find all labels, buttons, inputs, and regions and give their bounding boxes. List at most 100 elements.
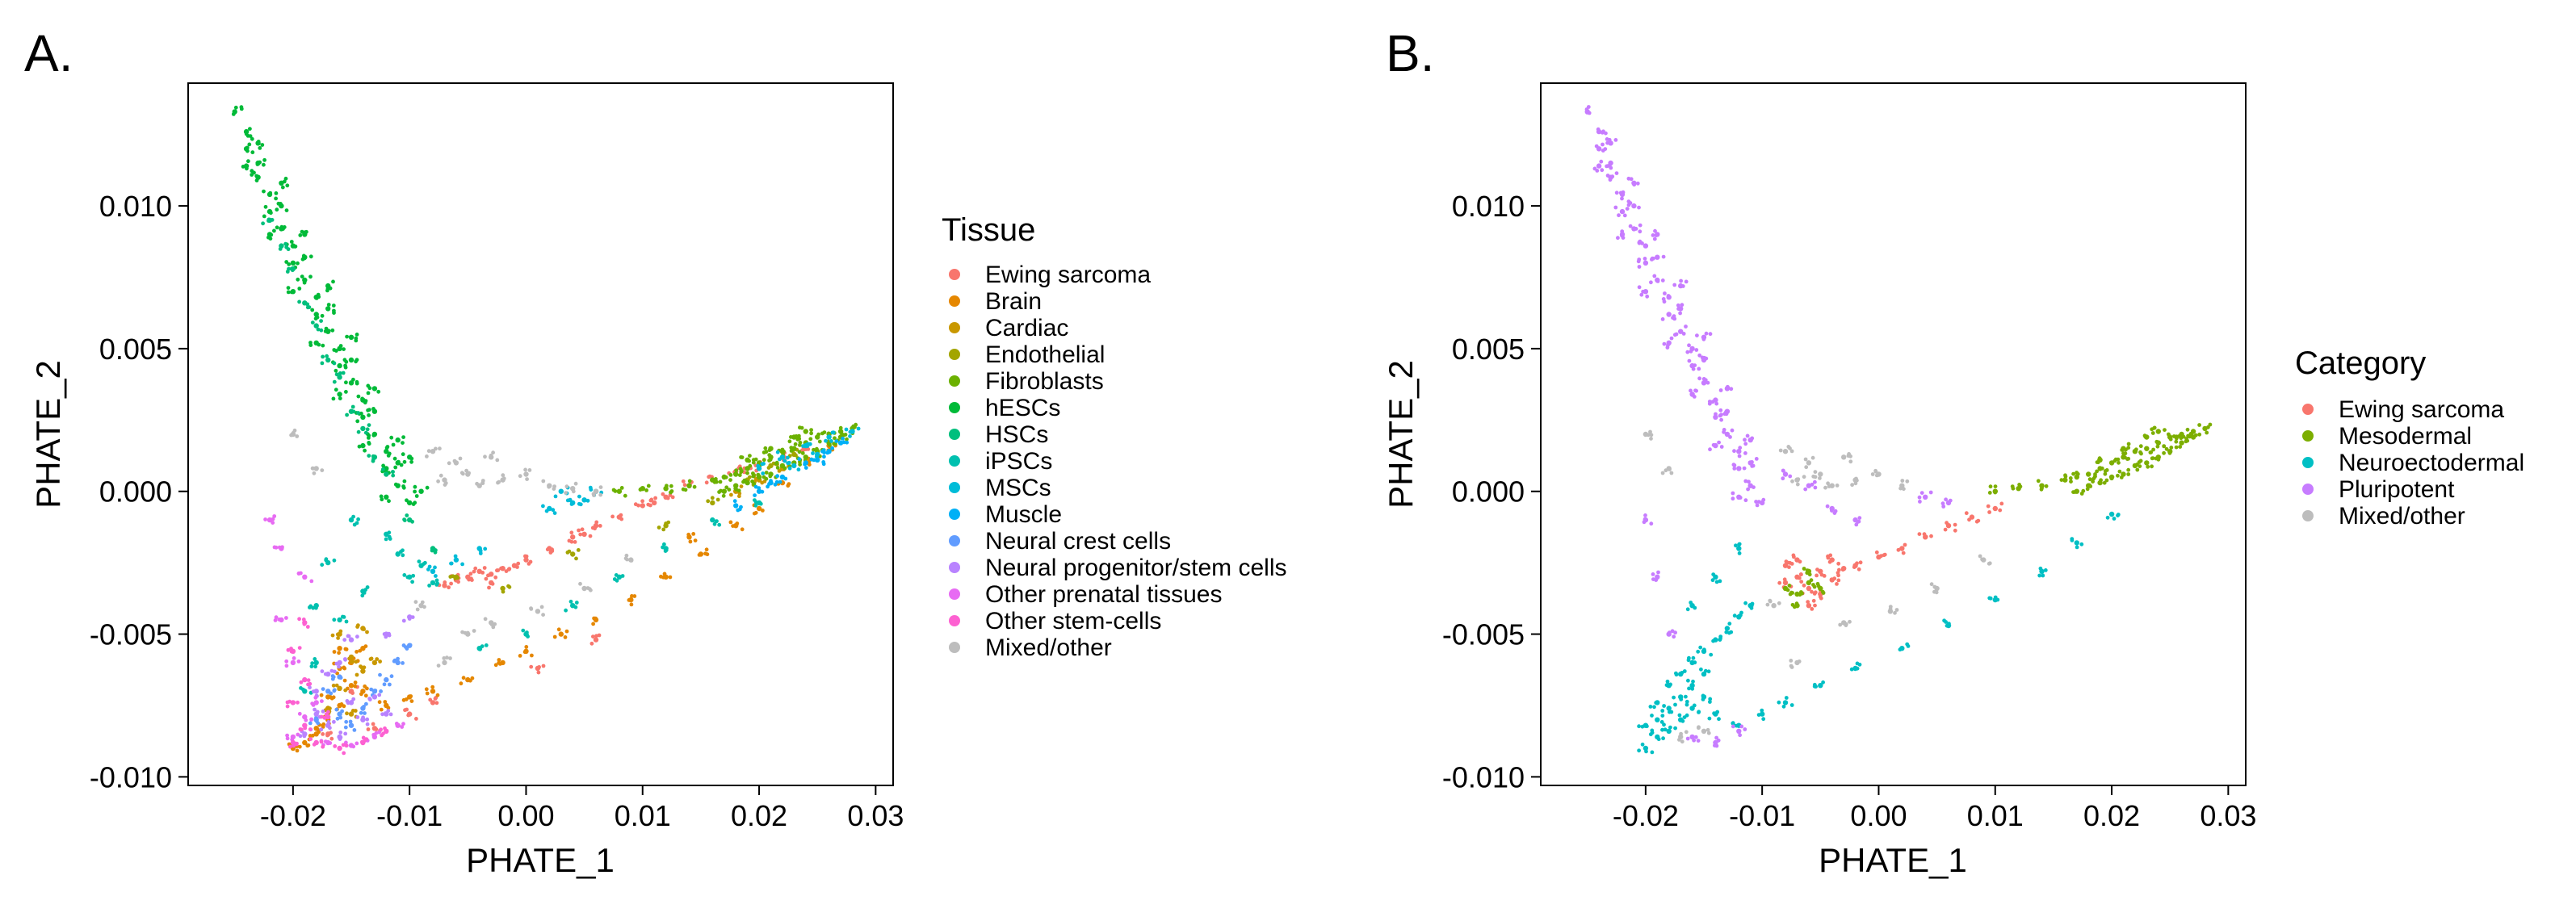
panel-b-point-3-29-j2 [1666,343,1670,348]
panel-b-point-1-16-j2 [2087,483,2091,488]
panel-a-point-0-24-j3 [329,731,333,735]
panel-a-point-14-11-j3 [422,605,426,609]
panel-a-point-5-35-j0 [380,497,384,502]
panel-a-point-0-8-j3 [594,520,599,525]
panel-b-point-3-41-j0 [1708,332,1713,337]
panel-b-point-1-2-j2 [2036,479,2041,484]
panel-b-point-3-30-j1 [1697,353,1702,358]
panel-a-point-2-5-j3 [350,709,355,713]
panel-a-point-4-0-j3 [611,488,616,492]
panel-a-point-10-1-j3 [338,715,343,720]
panel-a-point-14-2-j0 [467,471,471,475]
panel-b-point-3-52-j3 [1672,634,1676,639]
panel-b-point-0-15-j2 [1812,592,1817,596]
panel-b-point-4-1-j3 [1803,457,1808,462]
panel-a-y-tick-label-1: -0.005 [90,618,172,651]
panel-a-legend-label-14: Mixed/other [985,634,1112,661]
panel-b-point-3-14-j0 [1689,349,1693,354]
panel-a-point-12-7-j2 [355,741,359,746]
panel-a-point-0-21-j2 [577,528,581,533]
panel-a-point-5-35-j2 [387,499,391,504]
panel-a-point-1-1-j2 [306,743,311,747]
panel-a-point-12-3 [290,659,296,666]
panel-a-point-11-5-j0 [361,715,365,720]
panel-b-point-4-1-j0 [1804,465,1809,470]
panel-b-point-3-37-j2 [1599,159,1604,164]
panel-b-point-3-24-j3 [1626,199,1631,204]
panel-a-point-1-16-j3 [470,676,475,680]
panel-b-point-3-19-j3 [1722,428,1726,432]
panel-b-point-2-35 [1736,546,1742,551]
panel-a-point-14-11-j1 [420,600,425,605]
panel-a-point-4-19-j0 [782,466,787,471]
panel-a-point-2-6-j3 [362,627,366,631]
panel-a-point-3-7-j3 [453,576,458,580]
panel-b-point-3-46-j2 [1832,511,1837,515]
panel-a-point-1-15-j3 [424,687,429,692]
panel-a-point-14-19 [313,466,319,471]
panel-b-point-2-5-j2 [1684,713,1689,718]
panel-a-point-13-7-j2 [341,743,346,747]
panel-a-point-8-2 [581,497,587,503]
panel-b-point-3-18-j0 [1714,412,1718,417]
panel-b-point-4-0-j0 [1796,477,1801,481]
panel-a-point-12-7-j1 [351,744,356,749]
panel-b-point-1-24-j2 [2150,464,2154,469]
panel-b-point-3-6-j1 [1613,205,1618,210]
panel-b-point-2-20-j3 [1701,693,1705,698]
panel-b-point-2-14-j1 [1732,613,1737,618]
panel-a-point-5-20 [384,449,389,454]
panel-b-point-3-38-j2 [1626,176,1631,181]
panel-a-point-8-11-j3 [830,430,835,435]
panel-b-point-0-6-j3 [1852,565,1856,569]
panel-b-point-4-3-j2 [1835,484,1840,488]
panel-b-point-4-15-j3 [1648,429,1652,434]
panel-a-points [231,105,861,756]
panel-a-point-14-7-j3 [523,467,527,472]
panel-b-point-3-24-j0 [1637,205,1641,210]
panel-a-point-1-29-j1 [686,532,691,537]
panel-a-point-5-12-j1 [320,313,325,318]
panel-b-point-3-53-j3 [1696,739,1701,743]
panel-a-point-1-14-j3 [401,697,406,702]
panel-b-point-4-10-j0 [1797,659,1802,664]
panel-a-point-4-2-j3 [665,484,669,488]
panel-b-point-1-7-j2 [2112,458,2117,463]
panel-a-point-0-6-j3 [545,547,550,552]
panel-b-point-2-7-j0 [1684,702,1689,707]
panel-a-point-9-4-j2 [822,450,827,454]
panel-b-point-3-39-j2 [1652,237,1657,241]
panel-b-point-4-17-j0 [1705,727,1710,732]
panel-b-point-2-23-j2 [1760,711,1764,716]
panel-a-point-1-10-j3 [319,693,324,697]
panel-b-point-2-29-j2 [1988,596,1993,601]
panel-a-point-10-8-j0 [408,643,413,647]
panel-b-point-1-8-j2 [2126,456,2131,461]
panel-b-point-4-5-j2 [1788,446,1792,450]
panel-b-point-1-22-j0 [2099,478,2104,483]
panel-a-point-9-2-j1 [775,474,779,479]
panel-b-point-0-5-j1 [1837,567,1841,572]
panel-a-point-8-4-j3 [552,511,557,515]
panel-b-point-3-2-j3 [1601,142,1605,147]
panel-b-point-2-13 [1724,626,1731,631]
panel-b-point-2-8-j2 [1690,686,1695,691]
panel-a-point-0-30 [593,637,599,643]
panel-b-point-4-17-j1 [1706,731,1711,735]
panel-a-point-5-32-j3 [366,408,370,412]
panel-b-point-1-35-j3 [1802,567,1806,571]
panel-a-point-5-31-j1 [344,390,348,394]
panel-b-point-4-4-j0 [1848,459,1853,464]
panel-a-point-2-5-j1 [345,711,349,716]
panel-b-point-2-13-j3 [1727,622,1732,626]
panel-b-point-0-1-j2 [1799,572,1803,577]
panel-a-point-4-0-j1 [623,493,627,498]
panel-a-point-2-7-j3 [375,657,380,661]
panel-b-point-1-11-j3 [2162,444,2167,448]
panel-b-point-2-4-j1 [1660,709,1665,713]
panel-a-point-0-5 [523,557,529,563]
panel-a-point-4-3 [686,483,692,488]
panel-a-point-10-9-j2 [338,676,343,680]
panel-a-point-5-2-j1 [250,150,255,155]
panel-a-point-10-5-j2 [388,682,392,687]
